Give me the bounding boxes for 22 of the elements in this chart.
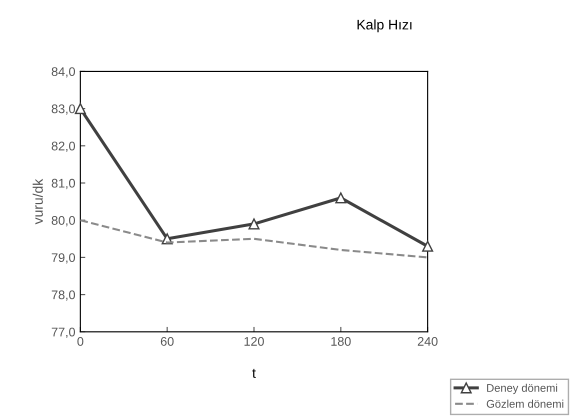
y-tick-label: 77,0 — [52, 328, 76, 338]
x-tick-label: 240 — [418, 336, 438, 346]
point — [248, 218, 260, 230]
legend-label: Gözlem dönemi — [486, 400, 564, 408]
y-tick-label: 82,0 — [52, 142, 76, 152]
y-tick-label: 83,0 — [52, 104, 76, 115]
point — [422, 240, 434, 252]
x-tick-label: 0 — [77, 336, 84, 346]
x-tick-label: 180 — [331, 336, 351, 346]
point — [335, 192, 346, 204]
y-tick-label: 80,0 — [52, 216, 76, 226]
chart-title: Kalp Hızı — [358, 19, 412, 32]
y-axis-title: vuru/dk — [32, 178, 43, 224]
legend-label: Deney dönemi — [487, 384, 558, 394]
x-tick-label: 120 — [244, 336, 264, 346]
y-tick-label: 78,0 — [52, 290, 76, 301]
x-tick-label: 60 — [160, 336, 174, 346]
y-tick-label: 81,0 — [52, 178, 76, 190]
y-tick-label: 84,0 — [52, 67, 76, 78]
y-tick-label: 79,0 — [52, 253, 76, 264]
line-series — [79, 219, 429, 258]
x-axis-title: t — [252, 368, 256, 378]
